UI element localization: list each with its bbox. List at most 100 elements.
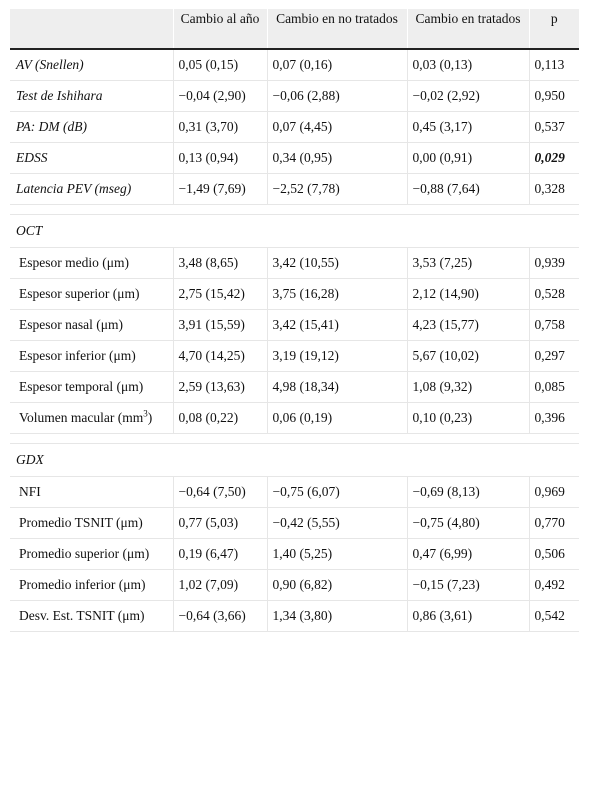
value-cell: 4,23 (15,77) bbox=[407, 309, 530, 341]
table-row: Latencia PEV (mseg) −1,49 (7,69) −2,52 (7,… bbox=[10, 173, 579, 205]
value-cell: 0,07 (4,45) bbox=[267, 111, 408, 143]
row-label-text: Espesor nasal (μm) bbox=[19, 317, 123, 332]
value-cell: 0,31 (3,70) bbox=[173, 111, 268, 143]
header-cell-cambio-al-ano: Cambio al año bbox=[173, 9, 268, 50]
row-label: Promedio TSNIT (μm) bbox=[10, 507, 174, 539]
row-label: Promedio inferior (μm) bbox=[10, 569, 174, 601]
value-cell: 0,03 (0,13) bbox=[407, 49, 530, 81]
value-cell: 5,67 (10,02) bbox=[407, 340, 530, 372]
value-cell: 3,75 (16,28) bbox=[267, 278, 408, 310]
row-label-suffix: ) bbox=[147, 410, 153, 425]
value-cell: −0,64 (7,50) bbox=[173, 476, 268, 508]
value-cell: 4,98 (18,34) bbox=[267, 371, 408, 403]
value-cell: 0,86 (3,61) bbox=[407, 600, 530, 632]
row-label-text: Promedio inferior (μm) bbox=[19, 577, 146, 592]
value-cell: 1,08 (9,32) bbox=[407, 371, 530, 403]
p-value-cell: 0,085 bbox=[529, 371, 579, 403]
row-label: Espesor medio (μm) bbox=[10, 247, 174, 279]
table-row: Promedio TSNIT (μm) 0,77 (5,03) −0,42 (5,5… bbox=[10, 507, 579, 539]
table-body: AV (Snellen) 0,05 (0,15) 0,07 (0,16) 0,03 (… bbox=[10, 49, 579, 632]
row-label: PA: DM (dB) bbox=[10, 111, 174, 143]
row-label: Test de Ishihara bbox=[10, 80, 174, 112]
value-cell: 1,40 (5,25) bbox=[267, 538, 408, 570]
row-label: Desv. Est. TSNIT (μm) bbox=[10, 600, 174, 632]
table-header: Cambio al año Cambio en no tratados Camb… bbox=[10, 9, 579, 50]
section-label: GDX bbox=[10, 443, 579, 477]
p-value-cell: 0,113 bbox=[529, 49, 579, 81]
row-label-superscript: 3 bbox=[143, 408, 148, 419]
header-cell-cambio-tratados: Cambio en tratados bbox=[407, 9, 530, 50]
table-row: Test de Ishihara −0,04 (2,90) −0,06 (2,88)… bbox=[10, 80, 579, 112]
value-cell: 3,48 (8,65) bbox=[173, 247, 268, 279]
row-label-text: PA: DM (dB) bbox=[16, 119, 87, 134]
row-label-text: Espesor medio (μm) bbox=[19, 255, 129, 270]
value-cell: 0,19 (6,47) bbox=[173, 538, 268, 570]
value-cell: −0,02 (2,92) bbox=[407, 80, 530, 112]
table-row: AV (Snellen) 0,05 (0,15) 0,07 (0,16) 0,03 (… bbox=[10, 49, 579, 81]
row-label: EDSS bbox=[10, 142, 174, 174]
p-value-cell: 0,969 bbox=[529, 476, 579, 508]
row-label-text: NFI bbox=[19, 484, 41, 499]
value-cell: 0,06 (0,19) bbox=[267, 402, 408, 434]
value-cell: 3,42 (15,41) bbox=[267, 309, 408, 341]
row-label: Promedio superior (μm) bbox=[10, 538, 174, 570]
value-cell: 0,10 (0,23) bbox=[407, 402, 530, 434]
value-cell: −0,06 (2,88) bbox=[267, 80, 408, 112]
value-cell: −1,49 (7,69) bbox=[173, 173, 268, 205]
row-label-text: Promedio superior (μm) bbox=[19, 546, 150, 561]
value-cell: −0,75 (6,07) bbox=[267, 476, 408, 508]
header-cell-cambio-no-tratados: Cambio en no tratados bbox=[267, 9, 408, 50]
value-cell: 2,59 (13,63) bbox=[173, 371, 268, 403]
row-label-text: Promedio TSNIT (μm) bbox=[19, 515, 143, 530]
value-cell: 0,07 (0,16) bbox=[267, 49, 408, 81]
table-row: Espesor medio (μm) 3,48 (8,65) 3,42 (10,55… bbox=[10, 247, 579, 279]
value-cell: −0,75 (4,80) bbox=[407, 507, 530, 539]
value-cell: 0,34 (0,95) bbox=[267, 142, 408, 174]
row-label-text: Test de Ishihara bbox=[16, 88, 103, 103]
value-cell: −0,04 (2,90) bbox=[173, 80, 268, 112]
table-row: Volumen macular (mm3) 0,08 (0,22) 0,06 (0,… bbox=[10, 402, 579, 434]
value-cell: 2,75 (15,42) bbox=[173, 278, 268, 310]
table-row: Espesor inferior (μm) 4,70 (14,25) 3,19 (1… bbox=[10, 340, 579, 372]
table-row: EDSS 0,13 (0,94) 0,34 (0,95) 0,00 (0,91) 0,0… bbox=[10, 142, 579, 174]
p-value-cell: 0,537 bbox=[529, 111, 579, 143]
p-value-cell: 0,758 bbox=[529, 309, 579, 341]
value-cell: 0,05 (0,15) bbox=[173, 49, 268, 81]
spacer-row bbox=[10, 204, 579, 215]
value-cell: 3,19 (19,12) bbox=[267, 340, 408, 372]
section-row: OCT bbox=[10, 214, 579, 248]
row-label-text: Espesor superior (μm) bbox=[19, 286, 140, 301]
row-label-text: Desv. Est. TSNIT (μm) bbox=[19, 608, 145, 623]
value-cell: 1,34 (3,80) bbox=[267, 600, 408, 632]
row-label-text: AV (Snellen) bbox=[16, 57, 84, 72]
p-value-cell: 0,492 bbox=[529, 569, 579, 601]
p-value-cell: 0,770 bbox=[529, 507, 579, 539]
row-label: AV (Snellen) bbox=[10, 49, 174, 81]
row-label: NFI bbox=[10, 476, 174, 508]
p-value-cell: 0,542 bbox=[529, 600, 579, 632]
value-cell: −0,15 (7,23) bbox=[407, 569, 530, 601]
results-table: Cambio al año Cambio en no tratados Camb… bbox=[10, 9, 579, 632]
table-row: NFI −0,64 (7,50) −0,75 (6,07) −0,69 (8,13) 0… bbox=[10, 476, 579, 508]
p-value-cell: 0,396 bbox=[529, 402, 579, 434]
row-label: Latencia PEV (mseg) bbox=[10, 173, 174, 205]
row-label: Volumen macular (mm3) bbox=[10, 402, 174, 434]
spacer-cell bbox=[10, 433, 579, 444]
row-label-text: Latencia PEV (mseg) bbox=[16, 181, 132, 196]
value-cell: 0,00 (0,91) bbox=[407, 142, 530, 174]
row-label-text: Espesor inferior (μm) bbox=[19, 348, 136, 363]
value-cell: −0,42 (5,55) bbox=[267, 507, 408, 539]
value-cell: 3,53 (7,25) bbox=[407, 247, 530, 279]
table-row: Desv. Est. TSNIT (μm) −0,64 (3,66) 1,34 (3… bbox=[10, 600, 579, 632]
value-cell: 3,91 (15,59) bbox=[173, 309, 268, 341]
value-cell: 3,42 (10,55) bbox=[267, 247, 408, 279]
table-row: Promedio inferior (μm) 1,02 (7,09) 0,90 (6… bbox=[10, 569, 579, 601]
value-cell: 0,45 (3,17) bbox=[407, 111, 530, 143]
value-cell: 4,70 (14,25) bbox=[173, 340, 268, 372]
value-cell: −0,64 (3,66) bbox=[173, 600, 268, 632]
row-label-text: Espesor temporal (μm) bbox=[19, 379, 144, 394]
table-row: PA: DM (dB) 0,31 (3,70) 0,07 (4,45) 0,45 (3… bbox=[10, 111, 579, 143]
p-value-cell: 0,506 bbox=[529, 538, 579, 570]
p-value-cell: 0,939 bbox=[529, 247, 579, 279]
